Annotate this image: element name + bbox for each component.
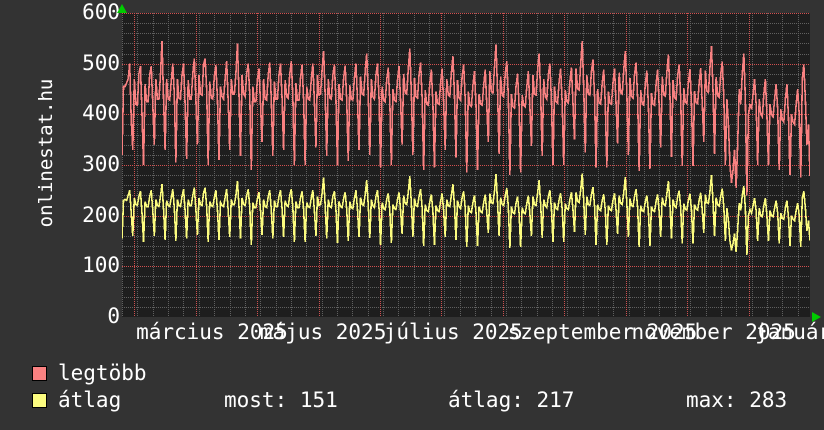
- stat-now: most: 151: [224, 388, 338, 412]
- y-axis-tick-label: 600: [82, 0, 120, 24]
- y-axis-tick-label: 500: [82, 50, 120, 75]
- x-axis-tick-label: január 20: [755, 320, 824, 344]
- y-axis-labels: 0 100 200 300 400 500 600: [46, 0, 120, 330]
- chart-plot-area: [122, 13, 810, 317]
- y-axis-tick-label: 200: [82, 202, 120, 227]
- legend-swatch-atlag: [32, 393, 47, 408]
- x-axis-tick-label: november 2025: [631, 320, 796, 344]
- legend-row-legtobb: legtöbb: [0, 361, 824, 387]
- y-axis-arrow-icon: [117, 4, 127, 13]
- legend-label-legtobb: legtöbb: [58, 361, 147, 385]
- stat-max: max: 283: [686, 388, 788, 412]
- y-axis-tick-label: 100: [82, 253, 120, 278]
- series-line-atlag: [122, 173, 810, 256]
- series-line-legtobb: [122, 40, 810, 196]
- y-axis-tick-label: 0: [107, 304, 120, 328]
- legend-label-atlag: átlag: [58, 388, 122, 412]
- chart-svg: [122, 13, 810, 317]
- chart-legend: legtöbb átlag most: 151 átlag: 217 max: …: [0, 358, 824, 430]
- x-axis-tick-label: május 2025: [259, 320, 387, 344]
- x-axis-arrow-icon: [812, 312, 821, 322]
- x-axis-tick-label: július 2025: [383, 320, 523, 344]
- legend-swatch-legtobb: [32, 366, 47, 381]
- y-axis-tick-label: 300: [82, 152, 120, 176]
- y-axis-tick-label: 400: [82, 101, 120, 126]
- x-axis-labels: március 2025 május 2025 július 2025 szeptem…: [0, 320, 824, 346]
- x-axis-tick-label: március 2025: [136, 320, 288, 344]
- legend-row-atlag: átlag most: 151 átlag: 217 max: 283: [0, 388, 824, 414]
- stat-average: átlag: 217: [448, 388, 575, 412]
- x-axis-tick-label: szeptember 2025: [507, 320, 698, 344]
